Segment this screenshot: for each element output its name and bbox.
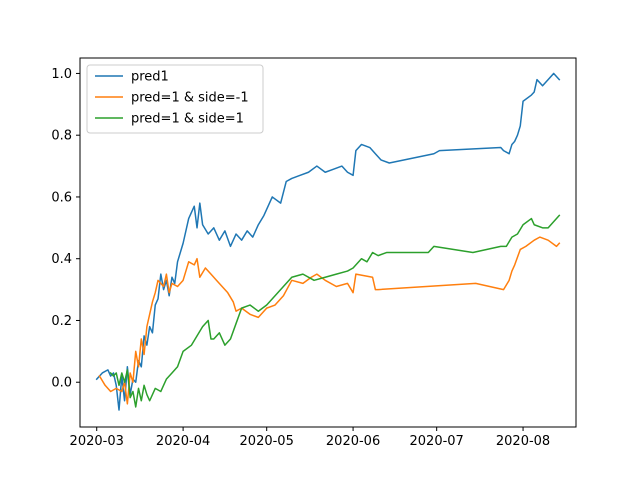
x-tick-label: 2020-07 [410, 434, 464, 449]
y-tick-label: 1.0 [51, 67, 72, 82]
legend-label-1: pred=1 & side=-1 [131, 91, 249, 106]
legend-label-0: pred1 [131, 70, 169, 85]
x-tick-label: 2020-03 [70, 434, 124, 449]
x-tick-label: 2020-08 [496, 434, 550, 449]
series-line-2 [109, 214, 561, 408]
y-tick-label: 0.0 [51, 376, 72, 391]
y-tick-label: 0.8 [51, 129, 72, 144]
y-tick-label: 0.6 [51, 190, 72, 205]
x-axis: 2020-03 2020-04 2020-05 2020-06 2020-07 2020-… [70, 427, 550, 449]
legend: pred1 pred=1 & side=-1 pred=1 & side=1 [86, 64, 264, 134]
x-tick-label: 2020-06 [326, 434, 380, 449]
y-tick-label: 0.2 [51, 314, 72, 329]
x-tick-label: 2020-05 [240, 434, 294, 449]
x-tick-label: 2020-04 [156, 434, 210, 449]
y-axis: 0.0 0.2 0.4 0.6 0.8 1.0 [51, 67, 80, 391]
legend-label-2: pred=1 & side=1 [131, 112, 244, 127]
y-tick-label: 0.4 [51, 252, 72, 267]
plot-lines [95, 72, 561, 411]
series-line-1 [98, 236, 561, 405]
legend-box [86, 64, 264, 134]
axes-frame [79, 57, 577, 428]
